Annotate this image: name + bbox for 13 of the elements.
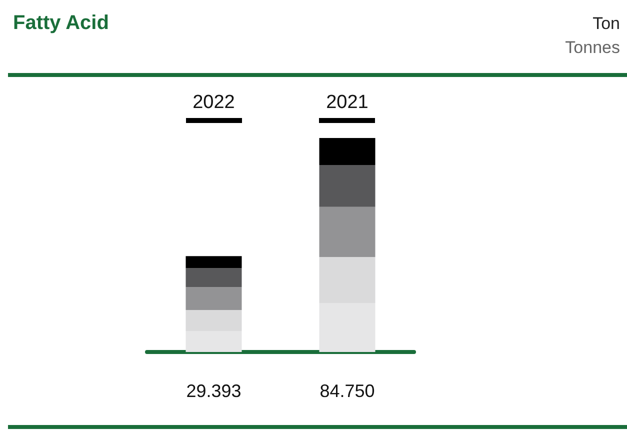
- bar: [319, 164, 376, 207]
- chart-title: Fatty Acid: [13, 12, 109, 34]
- bar: [319, 206, 376, 257]
- x-tick-label: 2022: [192, 92, 235, 113]
- text: Tonnes: [565, 38, 620, 57]
- text: Ton: [592, 14, 620, 33]
- bar: [186, 268, 242, 288]
- bar: [186, 287, 242, 310]
- text: 84.750: [320, 381, 375, 401]
- text: 29.393: [186, 381, 242, 401]
- bar: [319, 138, 376, 165]
- bar: [186, 256, 242, 268]
- x-tick-label: 2021: [326, 92, 368, 113]
